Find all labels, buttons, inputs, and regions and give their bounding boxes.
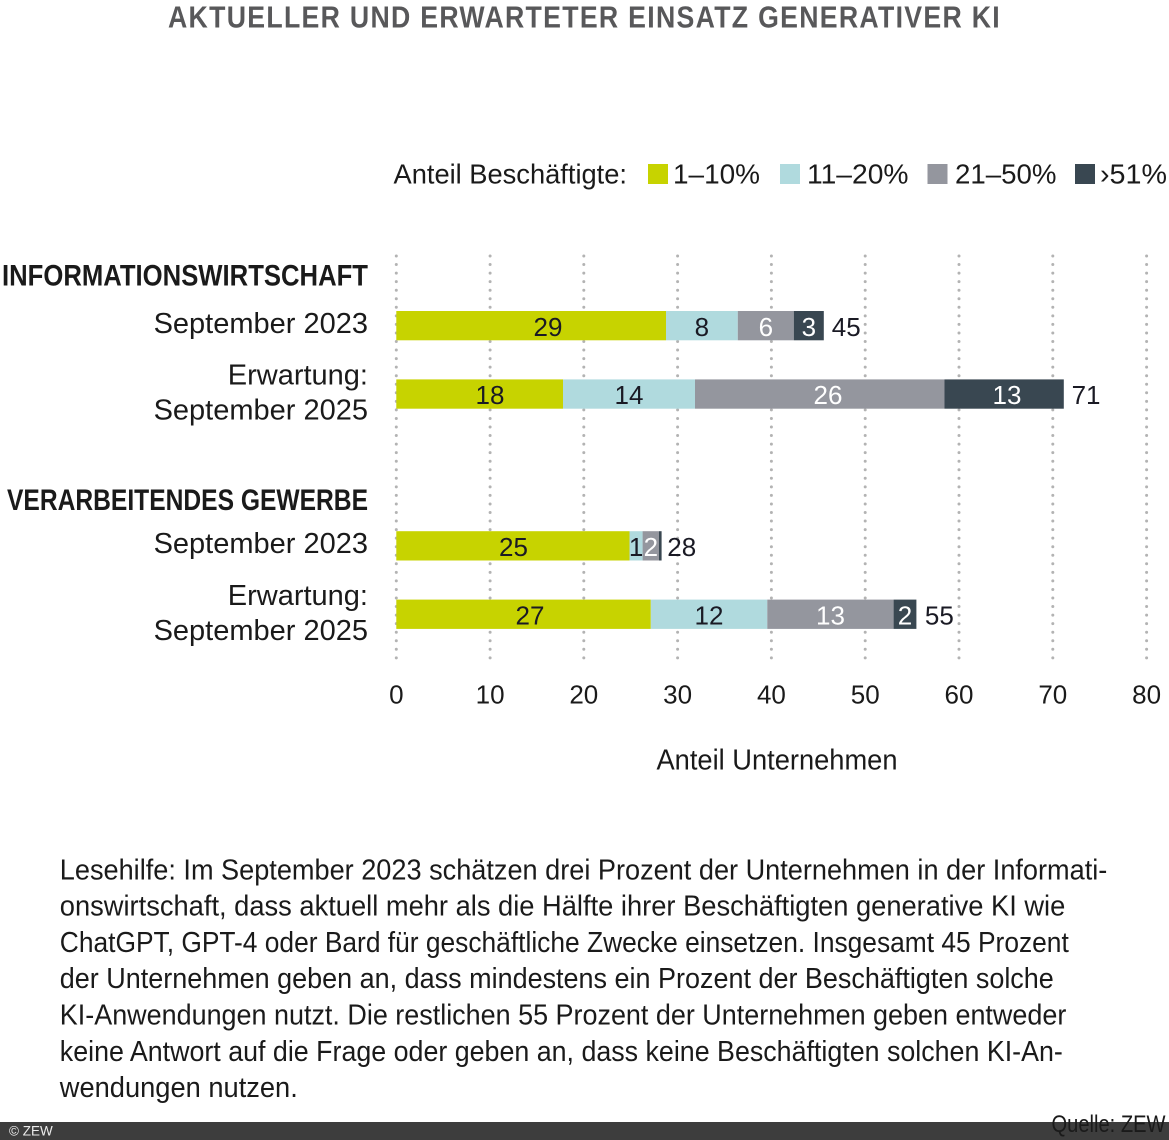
svg-text:September 2025: September 2025 xyxy=(154,395,368,427)
svg-text:45: 45 xyxy=(832,312,861,342)
svg-text:onswirtschaft, dass aktuell me: onswirtschaft, dass aktuell mehr als die… xyxy=(60,891,1066,923)
svg-text:AKTUELLER UND ERWARTETER EINSA: AKTUELLER UND ERWARTETER EINSATZ GENERAT… xyxy=(168,0,1001,34)
svg-text:18: 18 xyxy=(476,380,505,410)
svg-text:13: 13 xyxy=(993,380,1022,410)
svg-text:ChatGPT, GPT-4 oder Bard für g: ChatGPT, GPT-4 oder Bard für geschäftlic… xyxy=(60,927,1069,959)
svg-text:50: 50 xyxy=(851,680,880,710)
svg-text:2: 2 xyxy=(644,532,658,562)
svg-text:KI-Anwendungen nutzt. Die rest: KI-Anwendungen nutzt. Die restlichen 55 … xyxy=(60,1000,1067,1032)
svg-text:›51%: ›51% xyxy=(1100,159,1167,190)
svg-text:20: 20 xyxy=(569,680,598,710)
svg-text:Lesehilfe: Im September 2023 s: Lesehilfe: Im September 2023 schätzen dr… xyxy=(60,854,1108,886)
svg-text:September 2023: September 2023 xyxy=(154,528,368,560)
svg-text:26: 26 xyxy=(814,380,843,410)
svg-text:September 2025: September 2025 xyxy=(154,615,368,647)
svg-text:30: 30 xyxy=(663,680,692,710)
svg-text:September 2023: September 2023 xyxy=(154,308,368,340)
svg-text:13: 13 xyxy=(816,600,845,630)
svg-text:29: 29 xyxy=(534,312,563,342)
svg-text:INFORMATIONSWIRTSCHAFT: INFORMATIONSWIRTSCHAFT xyxy=(2,259,368,292)
svg-text:Anteil Unternehmen: Anteil Unternehmen xyxy=(657,744,898,776)
svg-text:70: 70 xyxy=(1038,680,1067,710)
svg-text:55: 55 xyxy=(925,600,954,630)
svg-text:28: 28 xyxy=(667,532,696,562)
svg-text:Erwartung:: Erwartung: xyxy=(228,580,368,612)
svg-text:10: 10 xyxy=(476,680,505,710)
svg-text:keine Antwort auf die Frage od: keine Antwort auf die Frage oder geben a… xyxy=(60,1036,1063,1068)
svg-text:8: 8 xyxy=(695,312,709,342)
svg-text:40: 40 xyxy=(757,680,786,710)
svg-text:14: 14 xyxy=(615,380,644,410)
svg-text:71: 71 xyxy=(1072,380,1101,410)
svg-text:80: 80 xyxy=(1132,680,1161,710)
svg-text:Erwartung:: Erwartung: xyxy=(228,360,368,392)
svg-text:0: 0 xyxy=(389,680,403,710)
svg-text:1–10%: 1–10% xyxy=(673,159,760,190)
svg-text:1: 1 xyxy=(629,532,643,562)
svg-text:27: 27 xyxy=(516,600,545,630)
svg-text:21–50%: 21–50% xyxy=(955,159,1057,190)
svg-text:6: 6 xyxy=(759,312,773,342)
svg-text:60: 60 xyxy=(945,680,974,710)
svg-text:Anteil Beschäftigte:: Anteil Beschäftigte: xyxy=(394,159,628,190)
svg-text:12: 12 xyxy=(695,600,724,630)
svg-text:11–20%: 11–20% xyxy=(807,159,909,190)
svg-text:3: 3 xyxy=(802,312,816,342)
svg-text:2: 2 xyxy=(898,600,912,630)
svg-text:der Unternehmen geben an, dass: der Unternehmen geben an, dass mindesten… xyxy=(60,963,1054,995)
svg-text:© ZEW: © ZEW xyxy=(9,1123,53,1138)
svg-text:Quelle: ZEW: Quelle: ZEW xyxy=(1052,1111,1166,1138)
svg-text:25: 25 xyxy=(499,532,528,562)
svg-text:VERARBEITENDES GEWERBE: VERARBEITENDES GEWERBE xyxy=(7,484,368,517)
svg-text:wendungen nutzen.: wendungen nutzen. xyxy=(59,1072,298,1104)
